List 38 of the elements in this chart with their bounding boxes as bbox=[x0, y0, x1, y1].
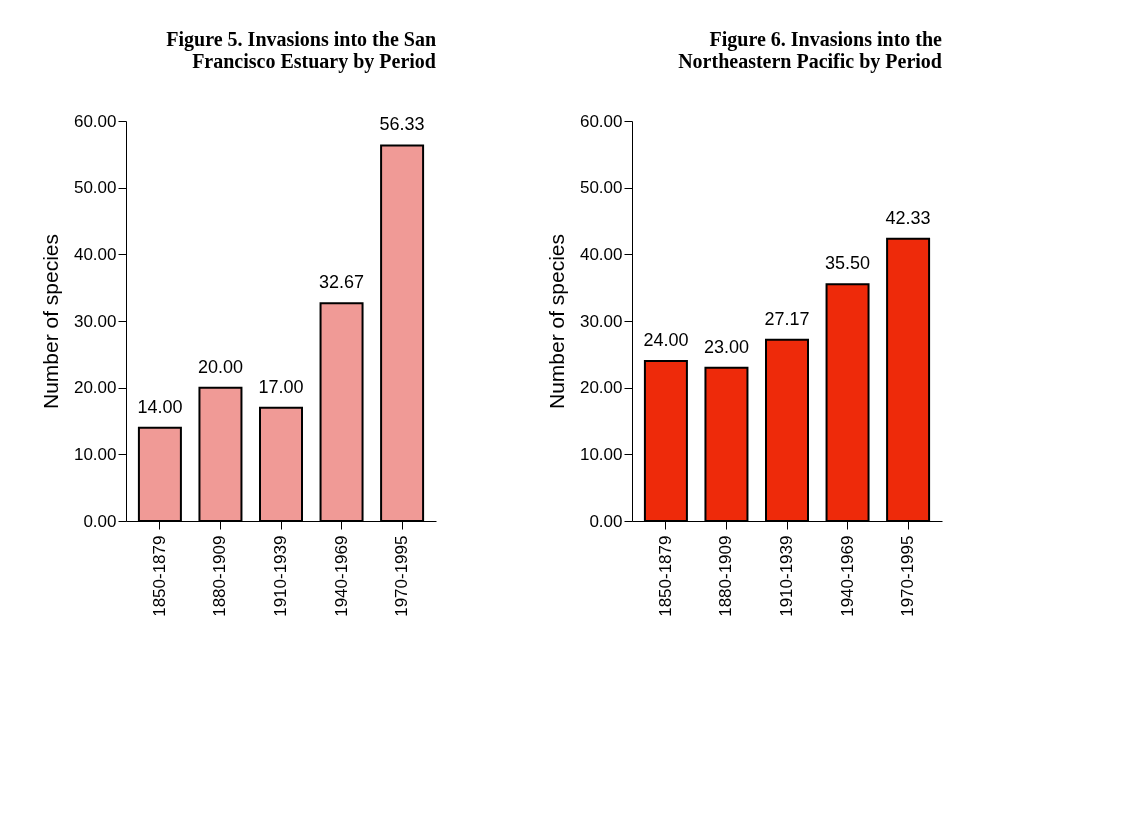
y-tick-label: 60.00 bbox=[73, 111, 117, 131]
y-axis-title: Number of species bbox=[38, 233, 62, 410]
y-tick-label: 40.00 bbox=[73, 244, 117, 264]
x-tick-label: 1880-1909 bbox=[716, 535, 736, 617]
x-tick-label: 1970-1995 bbox=[392, 535, 412, 617]
x-tick-label: 1850-1879 bbox=[655, 535, 675, 617]
chart-title: Figure 6. Invasions into the Northeastern Pacific by Period bbox=[678, 28, 943, 73]
x-tick-label: 1910-1939 bbox=[271, 535, 290, 617]
data-label: 56.33 bbox=[379, 114, 425, 135]
data-label: 17.00 bbox=[258, 376, 304, 397]
y-tick-label: 30.00 bbox=[73, 311, 117, 331]
y-tick-label: 10.00 bbox=[73, 444, 117, 464]
y-tick-label: 50.00 bbox=[73, 178, 117, 198]
data-label: 42.33 bbox=[885, 207, 931, 228]
x-tick-label: 1910-1939 bbox=[777, 535, 796, 617]
y-tick-label: 0.00 bbox=[589, 511, 623, 531]
x-tick-label: 1940-1969 bbox=[331, 535, 351, 617]
chart-title: Figure 5. Invasions into the San Francisco Estuary by Period bbox=[166, 28, 436, 73]
data-label: 14.00 bbox=[137, 396, 183, 417]
y-tick-label: 40.00 bbox=[579, 244, 623, 264]
y-tick-label: 0.00 bbox=[83, 511, 117, 531]
y-tick-label: 50.00 bbox=[579, 178, 623, 198]
y-axis-title: Number of species bbox=[544, 233, 568, 410]
data-label: 24.00 bbox=[643, 330, 689, 350]
x-tick-label: 1850-1879 bbox=[149, 535, 169, 617]
x-tick-label: 1880-1909 bbox=[210, 535, 230, 617]
y-tick-label: 10.00 bbox=[579, 444, 623, 464]
data-label: 23.00 bbox=[703, 336, 749, 357]
y-tick-label: 30.00 bbox=[579, 311, 623, 331]
y-tick-label: 60.00 bbox=[579, 111, 623, 131]
data-label: 27.17 bbox=[764, 308, 810, 329]
x-tick-label: 1940-1969 bbox=[837, 535, 857, 617]
data-label: 32.67 bbox=[319, 272, 365, 293]
x-tick-label: 1970-1995 bbox=[898, 535, 918, 617]
y-tick-label: 20.00 bbox=[579, 378, 623, 398]
data-label: 35.50 bbox=[825, 253, 871, 274]
data-label: 20.00 bbox=[197, 356, 243, 377]
y-tick-label: 20.00 bbox=[73, 378, 117, 398]
